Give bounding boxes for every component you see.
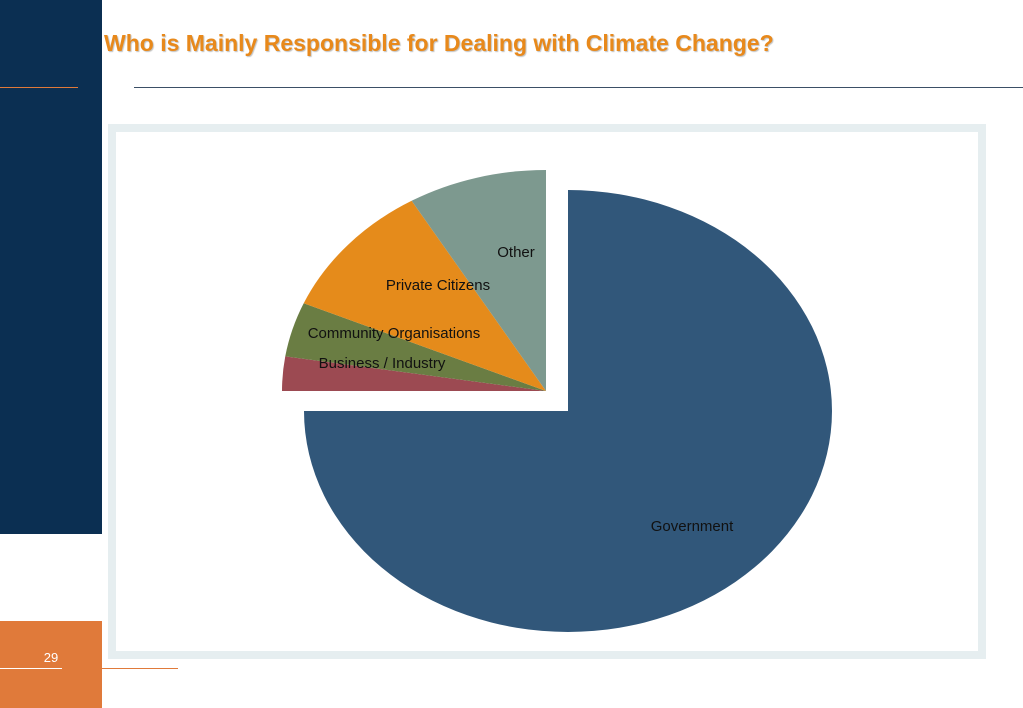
- slice-label-community-organisations: Community Organisations: [308, 325, 481, 342]
- slice-label-other: Other: [497, 244, 535, 261]
- pie-slice-business-industry: [282, 356, 546, 391]
- title-divider: [134, 87, 1023, 88]
- slice-label-business-industry: Business / Industry: [319, 355, 446, 372]
- page-number: 29: [43, 650, 59, 665]
- pie-slice-other: [411, 170, 546, 391]
- sidebar-panel: [0, 0, 102, 534]
- pie-chart: Government Business / Industry Community O…: [282, 170, 832, 632]
- footer-rule: [102, 668, 178, 669]
- sidebar-accent-rule: [0, 87, 78, 88]
- page-number-tab: [0, 621, 102, 708]
- chart-frame: Government Business / Industry Community O…: [108, 124, 986, 659]
- slice-label-private-citizens: Private Citizens: [386, 277, 490, 294]
- page-rule: [0, 668, 62, 669]
- slice-label-government: Government: [651, 518, 734, 535]
- pie-slice-private-citizens: [303, 200, 546, 391]
- slide-title: Who is Mainly Responsible for Dealing wi…: [104, 30, 774, 56]
- pie-slice-government: [304, 190, 832, 632]
- pie-slice-community-organisations: [285, 303, 546, 391]
